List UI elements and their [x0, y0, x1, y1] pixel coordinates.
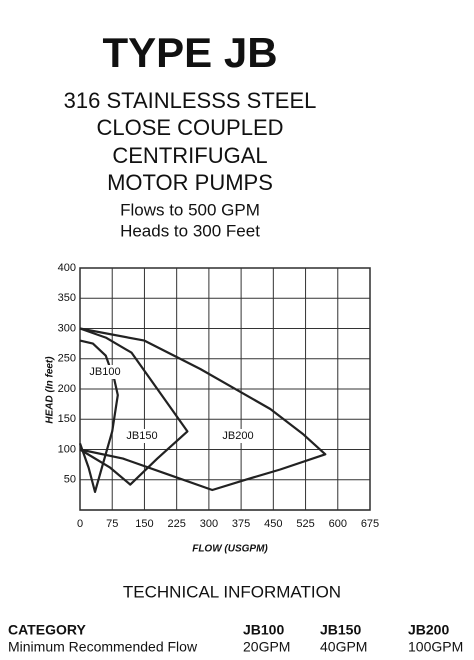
y-tick-label: 150 — [58, 413, 76, 425]
table-cell: 40GPM — [320, 639, 367, 655]
table-header: JB150 — [320, 622, 361, 638]
y-tick-label: 350 — [58, 292, 76, 304]
table-cell: Minimum Recommended Flow — [8, 639, 198, 655]
y-tick-label: 50 — [64, 474, 76, 486]
pump-curve — [78, 339, 119, 493]
x-tick-label: 225 — [167, 518, 185, 530]
table-cell: 20GPM — [243, 639, 290, 655]
table-cell: 100GPM — [408, 639, 463, 655]
section-title: TECHNICAL INFORMATION — [123, 582, 341, 601]
y-tick-label: 400 — [58, 262, 76, 274]
y-tick-label: 250 — [58, 353, 76, 365]
y-tick-label: 300 — [58, 322, 76, 334]
curve-label: JB150 — [126, 430, 157, 442]
x-tick-label: 525 — [296, 518, 314, 530]
y-axis-title: HEAD (In feet) — [45, 356, 56, 424]
subtitle-line: CENTRIFUGAL — [112, 143, 267, 168]
curve-label-bg — [125, 429, 159, 443]
subtitle-line: CLOSE COUPLED — [96, 115, 283, 140]
table-header: JB100 — [243, 622, 284, 638]
curve-label-bg — [221, 429, 255, 443]
subtitle-line: 316 STAINLESSS STEEL — [64, 88, 317, 113]
y-tick-label: 100 — [58, 443, 76, 455]
spec-line: Flows to 500 GPM — [120, 200, 260, 219]
x-tick-label: 75 — [106, 518, 118, 530]
x-tick-label: 375 — [232, 518, 250, 530]
pump-curve — [79, 327, 189, 486]
x-tick-label: 150 — [135, 518, 153, 530]
table-header: JB200 — [408, 622, 449, 638]
curve-label: JB200 — [222, 430, 253, 442]
curve-label: JB100 — [89, 366, 120, 378]
chart: 50 100 150 200 250 300 350 400 0 75 150 225 300 375 45… — [45, 262, 380, 555]
title: TYPE JB — [102, 29, 277, 76]
curve-label-bg — [88, 365, 122, 379]
spec-line: Heads to 300 Feet — [120, 221, 260, 240]
pump-curve — [79, 327, 327, 492]
x-axis-title: FLOW (USGPM) — [192, 544, 268, 555]
y-tick-label: 200 — [58, 383, 76, 395]
x-tick-label: 450 — [264, 518, 282, 530]
x-tick-label: 675 — [361, 518, 379, 530]
subtitle-line: MOTOR PUMPS — [107, 170, 273, 195]
x-tick-label: 0 — [77, 518, 83, 530]
x-tick-label: 300 — [200, 518, 218, 530]
x-tick-label: 600 — [329, 518, 347, 530]
table-header: CATEGORY — [8, 622, 86, 638]
